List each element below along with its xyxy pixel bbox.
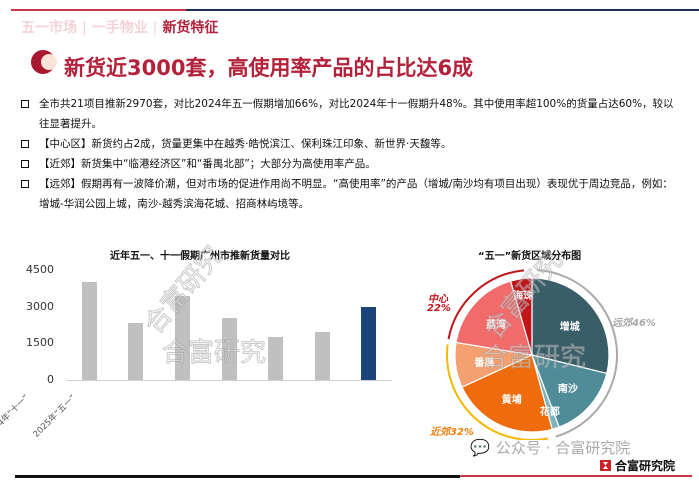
bullet-text: 全市共21项目推新2970套，对比2024年五一假期增加66%，对比2024年十… bbox=[39, 98, 674, 130]
top-rule-navy bbox=[186, 9, 699, 11]
center-pct-label: 22% bbox=[427, 303, 451, 314]
square-bullet-icon bbox=[21, 140, 29, 148]
wechat-label: 公众号 · 合富研究院 bbox=[495, 439, 631, 457]
pie-slice-label: 花都 bbox=[539, 407, 560, 419]
brand: 合富研究院 bbox=[600, 457, 675, 474]
bullet-text: 【远郊】假期再有一波降价潮，但对市场的促进作用尚不明显。“高使用率”的产品（增城… bbox=[39, 178, 673, 210]
square-bullet-icon bbox=[21, 180, 29, 188]
pie-slice-label: 荔湾 bbox=[486, 320, 507, 332]
moon-logo-icon bbox=[31, 50, 57, 74]
bar bbox=[128, 322, 144, 380]
pie-slice-label: 番禺 bbox=[474, 358, 495, 370]
list-item: 【中心区】新货约占2成，货量更集中在越秀·皓悦滨江、保利珠江印象、新世界·天馥等… bbox=[20, 134, 680, 154]
page-title: 新货近3000套，高使用率产品的占比达6成 bbox=[64, 56, 474, 80]
wechat-account: 💬 公众号 · 合富研究院 bbox=[470, 437, 630, 458]
y-tick-label: 1500 bbox=[26, 336, 54, 350]
breadcrumb: 五一市场 | 一手物业 | 新货特征 bbox=[21, 17, 218, 37]
x-axis-line bbox=[66, 380, 392, 381]
bar bbox=[361, 307, 377, 380]
center-arc bbox=[447, 269, 525, 340]
list-item: 全市共21项目推新2970套，对比2024年五一假期增加66%，对比2024年十… bbox=[20, 94, 680, 134]
x-tick-label: 2025年“五一” bbox=[31, 393, 78, 440]
top-rule-red bbox=[11, 9, 186, 11]
pie-chart-title: “五一”新货区域分布图 bbox=[478, 251, 582, 262]
pie-slice bbox=[531, 354, 608, 428]
pie-slice-label: 增城 bbox=[559, 322, 580, 334]
list-item: 【远郊】假期再有一波降价潮，但对市场的促进作用尚不明显。“高使用率”的产品（增城… bbox=[20, 174, 680, 214]
brand-name: 合富研究院 bbox=[615, 459, 676, 473]
watermark: 合富研究 bbox=[481, 343, 587, 374]
pie-slice bbox=[509, 277, 533, 356]
outer-suburb-label: 远郊46% bbox=[612, 318, 656, 329]
pie-slice bbox=[461, 354, 553, 433]
pie-slice-label: 黄埔 bbox=[501, 395, 522, 407]
near-suburb-arc bbox=[446, 344, 549, 440]
breadcrumb-sep: | bbox=[82, 20, 87, 36]
bar-chart-title: 近年五一、十一假期广州市推新货量对比 bbox=[110, 251, 290, 262]
bullet-text: 【中心区】新货约占2成，货量更集中在越秀·皓悦滨江、保利珠江印象、新世界·天馥等… bbox=[39, 138, 452, 150]
bar bbox=[174, 295, 190, 380]
watermark: 合富研究 bbox=[161, 338, 267, 369]
y-tick-label: 4500 bbox=[26, 263, 54, 276]
pie-slice bbox=[531, 277, 610, 375]
bar bbox=[81, 282, 97, 380]
bar bbox=[268, 337, 284, 380]
center-label: 中心 bbox=[428, 294, 448, 305]
outer-suburb-arc bbox=[537, 269, 618, 438]
breadcrumb-item: 一手物业 bbox=[91, 20, 148, 36]
bullet-text: 【近郊】新货集中“临港经济区”和“番禺北部”；大部分为高使用率产品。 bbox=[39, 158, 376, 170]
breadcrumb-current: 新货特征 bbox=[162, 20, 219, 36]
square-bullet-icon bbox=[21, 100, 29, 108]
pie-slice bbox=[455, 280, 533, 356]
bar-chart: 45003000150002022年“五一”2022年“十一”2023年“五一”… bbox=[0, 263, 392, 440]
bar bbox=[314, 332, 330, 380]
pie-slice-label: 海珠 bbox=[513, 290, 534, 302]
list-item: 【近郊】新货集中“临港经济区”和“番禺北部”；大部分为高使用率产品。 bbox=[20, 154, 680, 174]
bar bbox=[221, 317, 237, 380]
x-tick-label: 2024年“十一” bbox=[0, 393, 32, 440]
wechat-icon: 💬 bbox=[470, 438, 490, 457]
footer-rule-red bbox=[460, 475, 692, 477]
y-tick-label: 0 bbox=[47, 373, 54, 386]
square-bullet-icon bbox=[21, 160, 29, 168]
near-suburb-label: 近郊32% bbox=[430, 427, 474, 438]
pie-slice-label: 南沙 bbox=[557, 383, 578, 395]
breadcrumb-item: 五一市场 bbox=[21, 20, 77, 36]
brand-logo-icon bbox=[600, 460, 611, 471]
breadcrumb-sep: | bbox=[152, 20, 158, 36]
footer-rule-black bbox=[15, 475, 460, 478]
y-tick-label: 3000 bbox=[26, 299, 54, 313]
bullet-list: 全市共21项目推新2970套，对比2024年五一假期增加66%，对比2024年十… bbox=[20, 94, 680, 214]
pie-chart bbox=[446, 269, 618, 440]
